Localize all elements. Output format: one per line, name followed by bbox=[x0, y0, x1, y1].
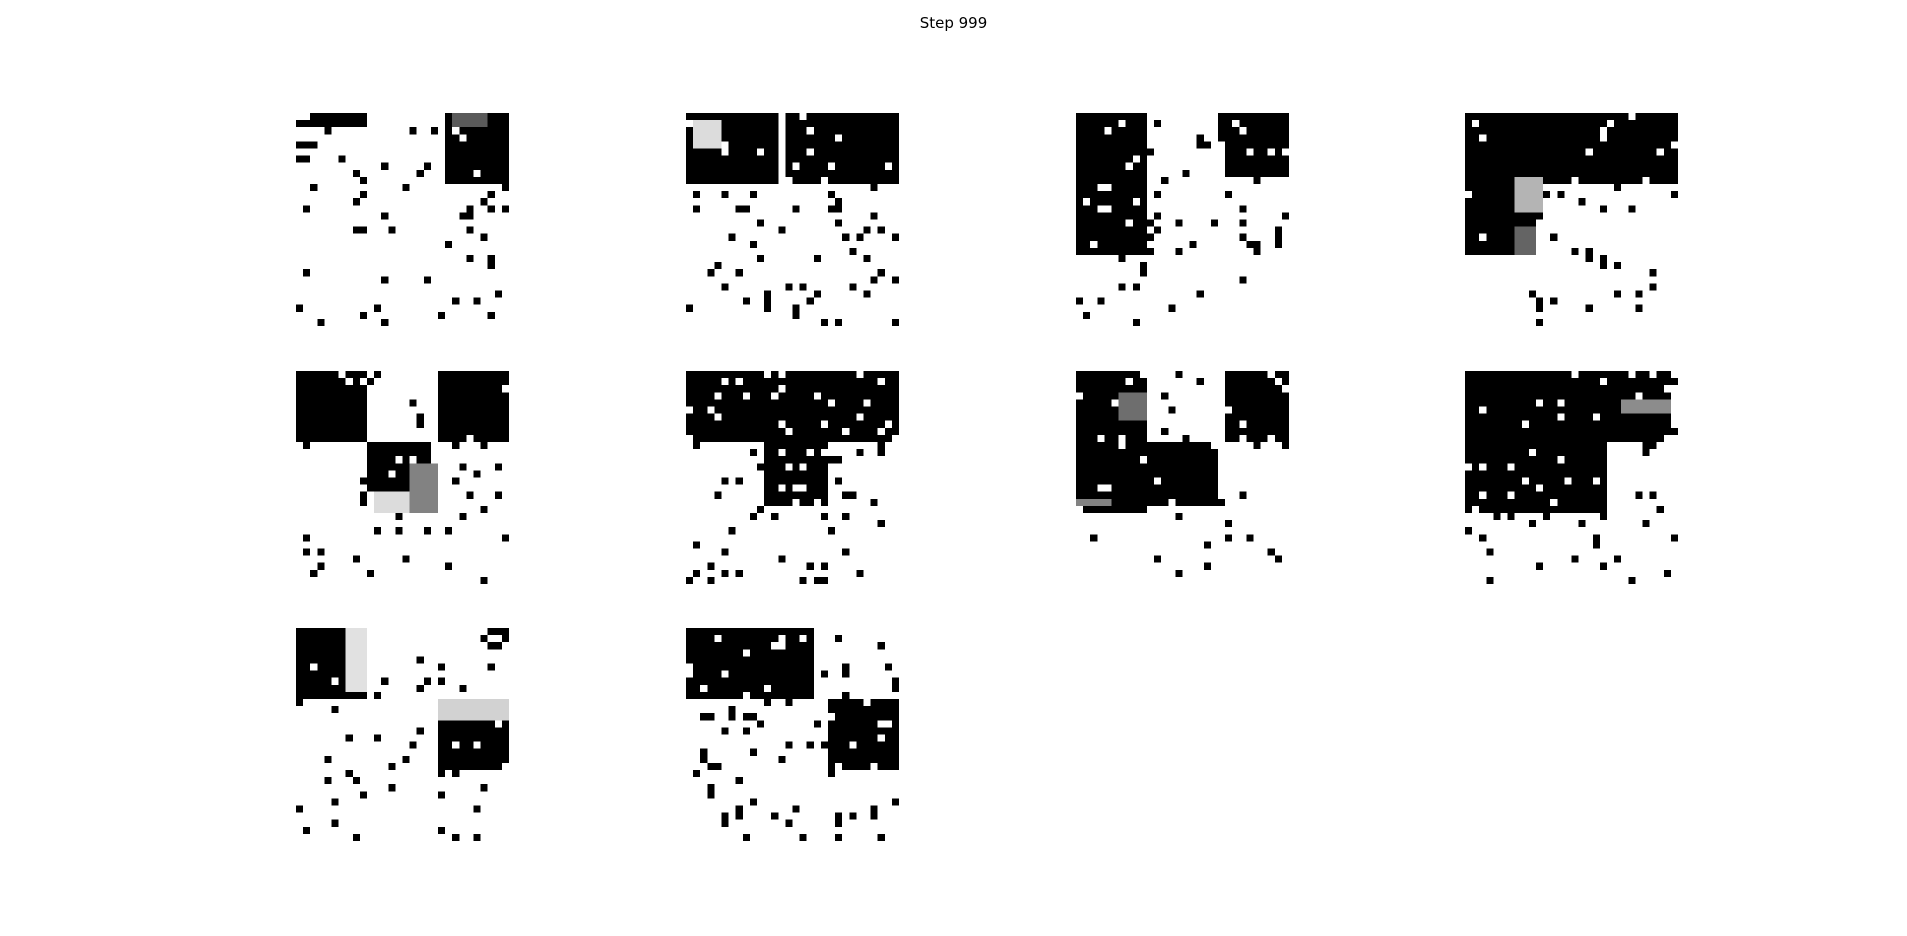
pixel-image bbox=[686, 371, 899, 584]
pixel-image bbox=[1465, 371, 1678, 584]
image-panel bbox=[296, 628, 509, 841]
pixel-image bbox=[1076, 113, 1289, 326]
image-panel bbox=[1465, 371, 1678, 584]
image-panel bbox=[1076, 371, 1289, 584]
image-panel bbox=[686, 113, 899, 326]
image-panel bbox=[686, 628, 899, 841]
pixel-image bbox=[686, 628, 899, 841]
pixel-image bbox=[686, 113, 899, 326]
image-panel bbox=[1465, 113, 1678, 326]
image-panel bbox=[1076, 113, 1289, 326]
image-panel bbox=[296, 113, 509, 326]
pixel-image bbox=[296, 628, 509, 841]
pixel-image bbox=[296, 113, 509, 326]
figure-title: Step 999 bbox=[919, 14, 988, 32]
pixel-image bbox=[296, 371, 509, 584]
pixel-image bbox=[1076, 371, 1289, 584]
image-panel bbox=[686, 371, 899, 584]
image-panel bbox=[296, 371, 509, 584]
pixel-image bbox=[1465, 113, 1678, 326]
